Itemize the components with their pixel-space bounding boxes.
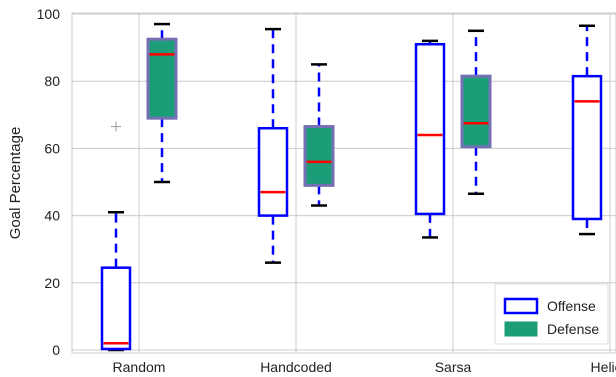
box-offense-helios bbox=[571, 24, 603, 236]
y-tick-labels: 0 20 40 60 80 100 bbox=[37, 6, 61, 358]
box-body bbox=[257, 126, 289, 217]
box-offense-random bbox=[100, 121, 132, 352]
box-body bbox=[146, 37, 178, 120]
box-defense-sarsa bbox=[460, 29, 492, 196]
y-tick-label-5: 100 bbox=[37, 6, 61, 22]
legend-swatch-defense bbox=[504, 321, 538, 337]
legend-label-defense: Defense bbox=[547, 321, 599, 337]
y-tick-label-0: 0 bbox=[52, 342, 60, 358]
box-offense-handcoded bbox=[257, 27, 289, 264]
x-tick-label-3: Helios bbox=[591, 359, 616, 375]
legend: Offense Defense bbox=[494, 283, 609, 345]
box-body bbox=[460, 74, 492, 149]
box-body bbox=[571, 74, 603, 221]
plot-border bbox=[71, 12, 616, 354]
y-tick-label-3: 60 bbox=[44, 140, 60, 156]
x-tick-label-2: Sarsa bbox=[435, 359, 472, 375]
legend-label-offense: Offense bbox=[547, 298, 596, 314]
box-body bbox=[303, 125, 335, 187]
box-offense-sarsa bbox=[414, 39, 446, 239]
x-tick-labels: Random Handcoded Sarsa Helios bbox=[113, 359, 616, 375]
y-tick-label-2: 40 bbox=[44, 208, 60, 224]
y-tick-label-4: 80 bbox=[44, 73, 60, 89]
x-tick-label-0: Random bbox=[113, 359, 166, 375]
x-tick-label-1: Handcoded bbox=[260, 359, 332, 375]
box-series bbox=[100, 22, 603, 352]
box-body bbox=[100, 266, 132, 351]
y-axis-label: Goal Percentage bbox=[7, 127, 24, 240]
grid-lines bbox=[71, 12, 616, 354]
outlier-marker-0 bbox=[111, 121, 121, 132]
box-defense-random bbox=[146, 22, 178, 184]
legend-swatch-offense bbox=[503, 297, 539, 315]
y-tick-label-1: 20 bbox=[44, 275, 60, 291]
box-body bbox=[414, 42, 446, 216]
box-defense-handcoded bbox=[303, 63, 335, 207]
